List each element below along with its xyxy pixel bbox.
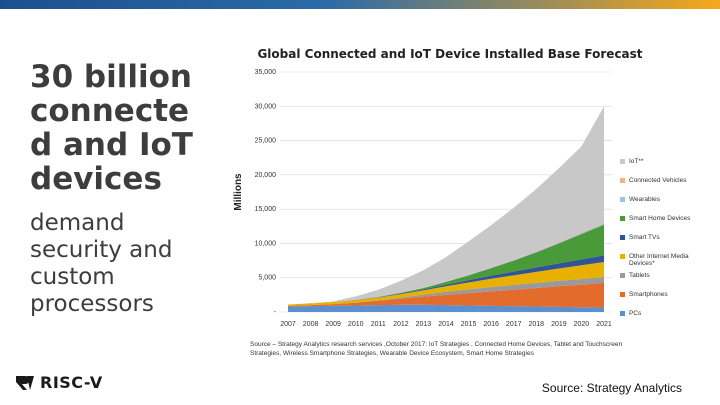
- area-series-pcs: [288, 304, 604, 312]
- y-tick-label: 10,000: [255, 240, 277, 247]
- chart-title: Global Connected and IoT Device Installe…: [257, 47, 643, 61]
- legend-label: IoT**: [629, 158, 644, 165]
- legend-item: IoT**: [620, 158, 715, 177]
- legend-item: Connected Vehicles: [620, 177, 715, 196]
- y-tick-label: 25,000: [255, 138, 277, 145]
- legend-swatch: [620, 273, 625, 278]
- legend-swatch: [620, 235, 625, 240]
- legend-item: Tablets: [620, 272, 715, 291]
- chart-source-note: Source – Strategy Analytics research ser…: [250, 341, 623, 357]
- x-tick-label: 2012: [393, 321, 409, 328]
- top-accent-band: [0, 0, 720, 9]
- x-tick-label: 2015: [461, 321, 477, 328]
- area-series-smart-home-devices: [288, 224, 604, 305]
- legend-item: PCs: [620, 310, 715, 329]
- y-tick-label: 35,000: [255, 69, 277, 76]
- slide-headline: 30 billion connected and IoT devices: [30, 59, 193, 197]
- slide-subline: demand security and custom processors: [30, 210, 173, 317]
- x-tick-label: 2010: [348, 321, 364, 328]
- x-tick-label: 2013: [416, 321, 432, 328]
- x-tick-label: 2019: [551, 321, 567, 328]
- y-tick-label: -: [274, 309, 277, 316]
- legend-label: PCs: [629, 310, 642, 317]
- risc-v-logo: RISC-V: [14, 373, 103, 392]
- legend-swatch: [620, 311, 625, 316]
- legend-label: Connected Vehicles: [629, 177, 687, 184]
- x-tick-label: 2007: [280, 321, 296, 328]
- y-axis-label: Millions: [233, 173, 244, 211]
- x-tick-label: 2016: [483, 321, 499, 328]
- legend-item: Smart Home Devices: [620, 215, 715, 234]
- area-series-smartphones: [288, 282, 604, 308]
- legend-item: Smart TVs: [620, 234, 715, 253]
- area-series-iot: [288, 106, 604, 305]
- legend-label: Wearables: [629, 196, 660, 203]
- legend-item: Wearables: [620, 196, 715, 215]
- x-tick-label: 2011: [371, 321, 386, 328]
- y-tick-label: 15,000: [255, 206, 277, 213]
- y-tick-label: 5,000: [258, 275, 276, 282]
- legend-label: Smart Home Devices: [629, 215, 691, 222]
- legend-label: Smart TVs: [629, 234, 660, 241]
- logo-text: RISC-V: [40, 373, 103, 392]
- legend-swatch: [620, 216, 625, 221]
- legend-swatch: [620, 159, 625, 164]
- legend-label: Tablets: [629, 272, 650, 279]
- chart-legend: IoT** Connected Vehicles Wearables Smart Ho…: [620, 158, 715, 329]
- x-tick-label: 2017: [506, 321, 522, 328]
- x-tick-label: 2018: [528, 321, 544, 328]
- legend-label: Smartphones: [629, 291, 668, 298]
- legend-swatch: [620, 178, 625, 183]
- y-tick-label: 30,000: [255, 103, 277, 110]
- legend-swatch: [620, 292, 625, 297]
- risc-v-mark-icon: [16, 375, 34, 390]
- legend-item: Other Internet Media Devices*: [620, 253, 715, 272]
- x-tick-label: 2014: [438, 321, 454, 328]
- area-series-tablets: [288, 277, 604, 306]
- legend-label: Other Internet Media Devices*: [629, 253, 689, 267]
- legend-swatch: [620, 254, 625, 259]
- x-tick-label: 2009: [325, 321, 341, 328]
- y-tick-label: 20,000: [255, 172, 277, 179]
- x-tick-label: 2021: [596, 321, 612, 328]
- source-credit: Source: Strategy Analytics: [541, 381, 682, 395]
- x-tick-label: 2008: [303, 321, 319, 328]
- x-tick-label: 2020: [574, 321, 590, 328]
- legend-swatch: [620, 197, 625, 202]
- legend-item: Smartphones: [620, 291, 715, 310]
